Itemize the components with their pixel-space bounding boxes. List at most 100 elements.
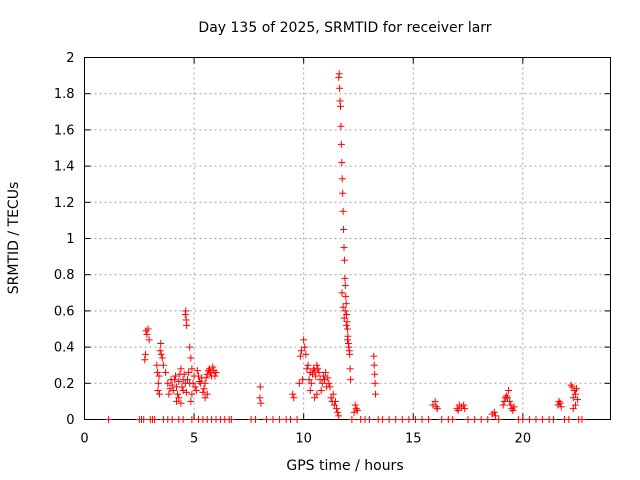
data-point — [200, 385, 208, 393]
data-point — [353, 406, 361, 414]
data-point — [365, 416, 373, 423]
data-point — [346, 350, 354, 358]
data-point — [171, 372, 179, 380]
data-point — [301, 343, 309, 351]
x-tick-label: 0 — [80, 432, 88, 447]
data-point — [346, 365, 354, 373]
data-point — [318, 379, 326, 387]
data-point — [326, 383, 334, 391]
data-point — [307, 379, 315, 387]
data-point — [154, 387, 162, 395]
data-point — [337, 122, 345, 130]
x-ticks: 0 5 10 15 20 — [80, 57, 531, 447]
data-point — [352, 405, 360, 413]
data-point — [340, 314, 348, 322]
data-point — [571, 390, 579, 398]
x-tick-label: 10 — [295, 432, 312, 447]
data-point — [507, 401, 515, 409]
y-tick-label: 0 — [66, 413, 74, 428]
data-point — [141, 350, 149, 358]
data-point — [194, 372, 202, 380]
data-point — [153, 361, 161, 369]
data-point — [289, 390, 297, 398]
x-axis-label: GPS time / hours — [286, 458, 403, 474]
data-point — [405, 416, 413, 423]
data-point — [499, 401, 507, 409]
data-point — [336, 84, 344, 92]
data-point — [341, 282, 349, 290]
data-point — [312, 372, 320, 380]
data-point — [192, 387, 200, 395]
data-point — [186, 343, 194, 351]
data-point — [196, 377, 204, 385]
data-point — [519, 416, 527, 423]
data-point — [340, 256, 348, 264]
data-point — [165, 390, 173, 398]
data-point — [565, 416, 573, 423]
data-point — [203, 370, 211, 378]
data-point — [205, 365, 213, 373]
data-point — [477, 416, 485, 423]
data-point — [411, 416, 419, 423]
data-points — [105, 70, 586, 423]
data-point — [166, 385, 174, 393]
data-point — [343, 311, 351, 319]
data-point — [525, 416, 533, 423]
data-point — [341, 307, 349, 315]
data-point — [211, 372, 219, 380]
data-point — [144, 325, 152, 333]
y-tick-label: 1.2 — [54, 196, 75, 211]
data-point — [174, 390, 182, 398]
data-point — [187, 397, 195, 405]
data-point — [432, 403, 440, 411]
data-point — [269, 416, 277, 423]
y-ticks: 0 0.2 0.4 0.6 0.8 1 1.2 1.4 1.6 1.8 2 — [54, 51, 611, 428]
data-point — [324, 374, 332, 382]
data-point — [330, 401, 338, 409]
y-axis-label: SRMTID / TECUs — [6, 182, 22, 295]
data-point — [337, 140, 345, 148]
data-point — [418, 416, 426, 423]
data-point — [256, 394, 264, 402]
data-point — [305, 376, 313, 384]
data-point — [550, 416, 558, 423]
data-point — [153, 368, 161, 376]
data-point — [372, 390, 380, 398]
y-tick-label: 0.2 — [54, 377, 75, 392]
data-point — [159, 361, 167, 369]
data-point — [287, 416, 295, 423]
data-point — [201, 379, 209, 387]
data-point — [183, 321, 191, 329]
data-point — [313, 390, 321, 398]
data-point — [168, 381, 176, 389]
data-point — [299, 376, 307, 384]
data-point — [556, 399, 564, 407]
data-point — [158, 354, 166, 362]
data-point — [145, 336, 153, 344]
chart-title: Day 135 of 2025, SRMTID for receiver lar… — [198, 20, 491, 36]
data-point — [314, 365, 322, 373]
data-point — [227, 416, 235, 423]
data-point — [495, 416, 503, 423]
data-point — [557, 403, 565, 411]
data-point — [302, 350, 310, 358]
data-point — [502, 392, 510, 400]
data-point — [315, 368, 323, 376]
data-point — [189, 379, 197, 387]
y-tick-label: 2 — [66, 51, 74, 66]
data-point — [449, 416, 457, 423]
data-point — [169, 387, 177, 395]
data-point — [162, 368, 170, 376]
data-point — [251, 416, 259, 423]
data-point — [532, 416, 540, 423]
x-tick-label: 5 — [190, 432, 198, 447]
y-tick-label: 1 — [66, 232, 74, 247]
data-point — [151, 416, 159, 423]
data-point — [344, 336, 351, 344]
data-point — [168, 416, 176, 423]
data-point — [454, 406, 462, 414]
data-point — [203, 390, 211, 398]
data-point — [491, 412, 499, 420]
data-point — [256, 383, 264, 391]
